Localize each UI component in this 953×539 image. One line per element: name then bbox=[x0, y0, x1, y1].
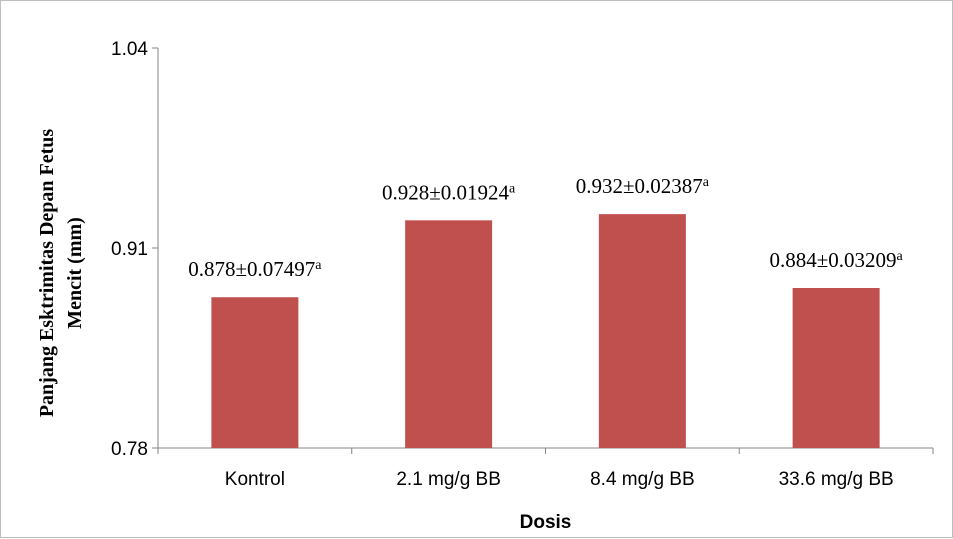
data-label-value: 0.878±0.07497 bbox=[188, 257, 315, 281]
bar bbox=[405, 220, 493, 448]
y-axis-label-line: Mencit (mm) bbox=[64, 217, 86, 329]
y-tick-label: 0.78 bbox=[111, 439, 148, 460]
data-label: 0.928±0.01924a bbox=[382, 180, 516, 204]
bar bbox=[792, 288, 880, 448]
data-label-value: 0.932±0.02387 bbox=[576, 174, 703, 198]
data-label: 0.878±0.07497a bbox=[188, 257, 322, 281]
data-label-value: 0.928±0.01924 bbox=[382, 180, 510, 204]
x-axis-label: Dosis bbox=[520, 512, 572, 533]
data-label-superscript: a bbox=[315, 258, 322, 273]
data-label-superscript: a bbox=[703, 175, 710, 190]
y-tick-label: 0.91 bbox=[111, 239, 148, 260]
x-tick-label: 2.1 mg/g BB bbox=[396, 469, 501, 490]
bars bbox=[211, 214, 880, 448]
y-tick-label: 1.04 bbox=[111, 39, 148, 60]
data-label-value: 0.884±0.03209 bbox=[770, 248, 897, 272]
x-tick-label: 8.4 mg/g BB bbox=[590, 469, 695, 490]
bar bbox=[211, 297, 299, 448]
x-tick-label: 33.6 mg/g BB bbox=[779, 469, 894, 490]
data-label-superscript: a bbox=[897, 249, 904, 264]
x-tick-labels: Kontrol 2.1 mg/g BB 8.4 mg/g BB 33.6 mg/g B… bbox=[225, 469, 894, 490]
y-axis-label-line: Panjang Esktrimitas Depan Fetus bbox=[36, 129, 58, 418]
y-ticks: 0.78 0.91 1.04 bbox=[111, 39, 158, 460]
x-tick-label: Kontrol bbox=[225, 469, 285, 490]
data-label: 0.884±0.03209a bbox=[770, 248, 904, 272]
bar bbox=[598, 214, 686, 448]
data-label: 0.932±0.02387a bbox=[576, 174, 710, 198]
data-label-superscript: a bbox=[509, 181, 516, 196]
y-axis-label: Panjang Esktrimitas Depan Fetus Mencit (m… bbox=[36, 129, 86, 418]
